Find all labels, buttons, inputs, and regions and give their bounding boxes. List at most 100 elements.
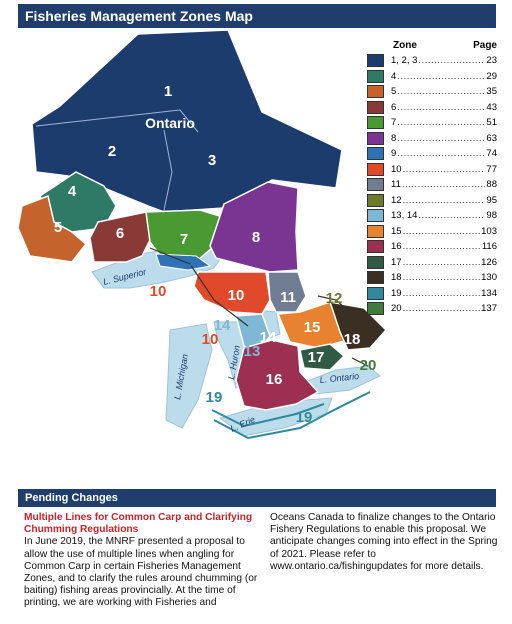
legend-row: 17 126 <box>367 255 497 271</box>
zone-10 <box>193 271 271 315</box>
legend-page: 77 <box>486 163 497 175</box>
zone-label-10-south: 10 <box>202 331 219 348</box>
legend-zone: 16 <box>391 241 402 253</box>
pending-body-right: Oceans Canada to finalize changes to the… <box>270 512 498 572</box>
legend-row: 18 130 <box>367 270 497 286</box>
zone-legend: Zone Page 1, 2, 3 23 4 29 5 35 6 43 7 51 8 63 9 74 10 7… <box>367 40 497 317</box>
pending-subtitle: Multiple Lines for Common Carp and Clari… <box>24 512 253 536</box>
legend-zone: 13, 14 <box>391 210 418 222</box>
zone-label-19-south: 19 <box>296 409 313 426</box>
legend-page: 43 <box>486 101 497 113</box>
legend-leader-dots <box>397 133 485 144</box>
legend-page: 74 <box>486 148 497 160</box>
zone-boundary-2-3 <box>163 129 173 211</box>
legend-leader-dots <box>397 148 485 159</box>
zone-9 <box>155 253 212 271</box>
zone-label-19-west: 19 <box>206 389 223 406</box>
zone-label-12: 12 <box>326 290 343 307</box>
legend-zone: 15 <box>391 225 402 237</box>
legend-zone: 5 <box>391 86 397 98</box>
legend-swatch <box>367 178 384 192</box>
legend-zone: 6 <box>391 101 397 113</box>
legend-leader-dots <box>403 241 481 252</box>
legend-swatch <box>367 271 384 285</box>
legend-page: 103 <box>481 225 497 237</box>
legend-row: 7 51 <box>367 115 497 131</box>
zone-label-8: 8 <box>252 229 260 246</box>
zone-label-9: 9 <box>186 253 194 270</box>
legend-swatch <box>367 286 384 300</box>
legend-leader-dots <box>403 303 481 314</box>
zone-18 <box>328 301 388 351</box>
legend-zone: 7 <box>391 117 397 129</box>
legend-zone: 20 <box>391 303 402 315</box>
zone-label-20: 20 <box>360 357 377 374</box>
zone-label-14-east: 14 <box>260 329 277 346</box>
legend-row: 1, 2, 3 23 <box>367 53 497 69</box>
legend-zone: 8 <box>391 132 397 144</box>
zone-label-3: 3 <box>208 152 216 169</box>
legend-zone: 10 <box>391 163 402 175</box>
legend-zone: 9 <box>391 148 397 160</box>
zone-label-10-north: 10 <box>150 283 167 300</box>
zone-7 <box>145 209 228 261</box>
zone-label-5: 5 <box>54 219 62 236</box>
legend-row: 8 63 <box>367 131 497 147</box>
zone-8 <box>209 181 299 273</box>
legend-row: 11 88 <box>367 177 497 193</box>
legend-row: 20 137 <box>367 301 497 317</box>
legend-row: 13, 14 98 <box>367 208 497 224</box>
legend-leader-dots <box>397 71 485 82</box>
lake-michigan <box>165 323 213 429</box>
zone-leaders <box>149 247 369 367</box>
fisheries-zones-map: 1 2 3 4 5 6 7 8 9 10 10 10 11 12 13 14 1… <box>17 29 388 440</box>
legend-swatch <box>367 255 384 269</box>
legend-swatch <box>367 147 384 161</box>
zone-label-11: 11 <box>280 289 296 306</box>
zone-5 <box>17 194 88 263</box>
legend-page: 130 <box>481 272 497 284</box>
legend-page: 23 <box>486 55 497 67</box>
legend-page: 137 <box>481 303 497 315</box>
legend-page: 116 <box>481 241 497 253</box>
legend-leader-dots <box>403 164 486 175</box>
zone-numbers: 1 2 3 4 5 6 7 8 9 10 10 10 11 12 13 14 1… <box>54 83 377 426</box>
legend-swatch <box>367 162 384 176</box>
legend-swatch <box>367 54 384 68</box>
legend-zone: 11 <box>391 179 401 191</box>
legend-swatch <box>367 302 384 316</box>
legend-page: 29 <box>486 70 497 82</box>
zone-label-16: 16 <box>266 371 283 388</box>
legend-swatch <box>367 131 384 145</box>
legend-leader-dots <box>403 288 481 299</box>
zone-label-2: 2 <box>108 143 116 160</box>
legend-page: 98 <box>486 210 497 222</box>
pending-column-left: Multiple Lines for Common Carp and Clari… <box>24 512 262 610</box>
zone-label-15: 15 <box>304 319 321 336</box>
zone-16 <box>235 339 320 411</box>
legend-leader-dots <box>397 86 485 97</box>
legend-leader-dots <box>397 117 485 128</box>
legend-row: 6 43 <box>367 100 497 116</box>
pending-body-left: In June 2019, the MNRF presented a propo… <box>24 536 258 609</box>
legend-row: 5 35 <box>367 84 497 100</box>
legend-page: 88 <box>486 179 497 191</box>
legend-rows: 1, 2, 3234295356437518639741077118812951… <box>367 53 497 317</box>
legend-zone-heading: Zone <box>393 40 417 51</box>
legend-zone: 18 <box>391 272 402 284</box>
zone-19-20-outline <box>211 391 371 440</box>
legend-page: 35 <box>486 86 497 98</box>
zone-label-6: 6 <box>116 225 124 242</box>
legend-swatch <box>367 209 384 223</box>
legend-row: 19 134 <box>367 286 497 302</box>
legend-page: 134 <box>481 287 497 299</box>
legend-page: 51 <box>486 117 497 129</box>
legend-zone: 1, 2, 3 <box>391 55 418 67</box>
ontario-label: Ontario <box>145 115 195 131</box>
legend-zone: 12 <box>391 194 402 206</box>
zone-label-17: 17 <box>308 349 325 366</box>
legend-leader-dots <box>403 226 481 237</box>
legend-leader-dots <box>403 272 481 283</box>
legend-zone: 4 <box>391 70 397 82</box>
map-title: Fisheries Management Zones Map <box>18 4 496 28</box>
